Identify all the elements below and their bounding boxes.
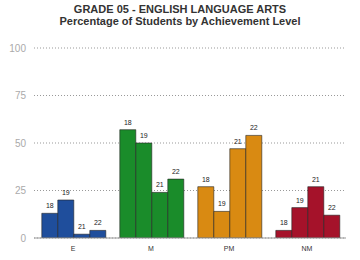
svg-text:PM: PM — [224, 245, 235, 252]
svg-text:75: 75 — [15, 90, 27, 101]
svg-text:21: 21 — [234, 138, 242, 145]
svg-text:NM: NM — [302, 245, 313, 252]
svg-text:22: 22 — [94, 219, 102, 226]
svg-text:21: 21 — [156, 181, 164, 188]
svg-text:22: 22 — [172, 168, 180, 175]
svg-text:21: 21 — [78, 223, 86, 230]
svg-text:19: 19 — [218, 200, 226, 207]
svg-text:0: 0 — [20, 233, 26, 244]
html-text:Percentage of Students by Achi: Percentage of Students by Achievement Le… — [59, 15, 301, 27]
svg-text:18: 18 — [46, 202, 54, 209]
svg-text:19: 19 — [296, 197, 304, 204]
svg-text:100: 100 — [9, 43, 26, 54]
svg-text:19: 19 — [62, 189, 70, 196]
svg-text:22: 22 — [250, 124, 258, 131]
svg-text:25: 25 — [15, 185, 27, 196]
svg-text:50: 50 — [15, 138, 27, 149]
svg-text:18: 18 — [124, 119, 132, 126]
svg-text:18: 18 — [280, 219, 288, 226]
svg-text:18: 18 — [202, 176, 210, 183]
svg-text:21: 21 — [312, 176, 320, 183]
svg-text:22: 22 — [328, 204, 336, 211]
svg-text:E: E — [71, 245, 76, 252]
svg-text:M: M — [148, 245, 154, 252]
svg-text:19: 19 — [140, 132, 148, 139]
html-text:GRADE 05 - ENGLISH LANGUAGE AR: GRADE 05 - ENGLISH LANGUAGE ARTS — [73, 3, 287, 15]
